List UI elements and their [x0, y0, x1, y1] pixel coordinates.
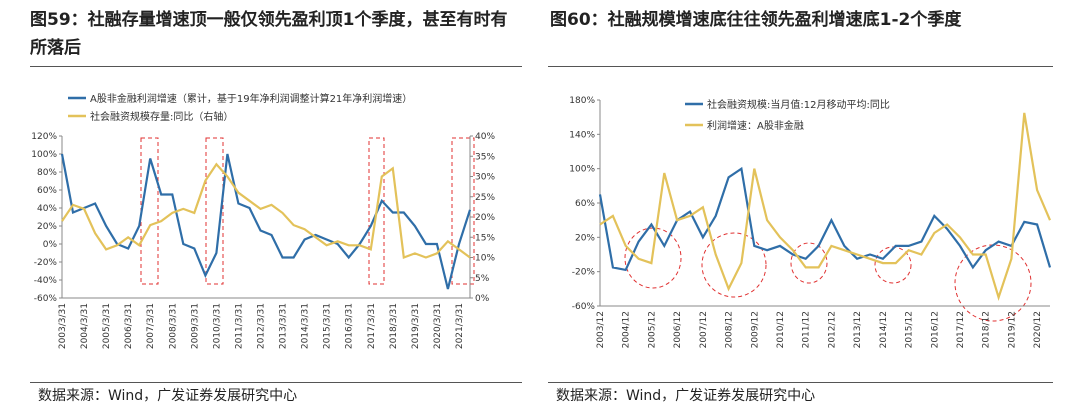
- x-tick-label: 2003/12: [596, 311, 606, 348]
- y-tick-label: 60%: [575, 199, 595, 209]
- y2-tick-label: 30%: [475, 173, 495, 183]
- y-tick-label: 20%: [37, 222, 57, 232]
- series-line: [599, 112, 1052, 302]
- x-tick-label: 2007/12: [699, 311, 709, 348]
- series-line: [598, 166, 1052, 272]
- x-tick-label: 2006/3/31: [124, 303, 134, 349]
- legend-label: 社会融资规模存量:同比（右轴）: [90, 110, 233, 123]
- x-tick-label: 2013/3/31: [279, 303, 289, 349]
- legend-label: 利润增速：A股非金融: [707, 119, 804, 132]
- rule: [548, 382, 1053, 383]
- y-tick-label: 180%: [569, 96, 595, 106]
- x-tick-label: 2018/3/31: [389, 303, 399, 349]
- legend-label: A股非金融利润增速（累计，基于19年净利润调整计算21年净利润增速）: [90, 92, 412, 105]
- series-line: [61, 162, 471, 260]
- y-tick-label: -20%: [572, 268, 596, 278]
- y-tick-label: -40%: [34, 276, 58, 286]
- x-tick-label: 2015/3/31: [323, 303, 333, 349]
- x-tick-label: 2004/3/31: [80, 303, 90, 349]
- x-tick-label: 2013/12: [853, 311, 863, 348]
- y2-tick-label: 5%: [475, 274, 490, 284]
- legend-label: 社会融资规模:当月值:12月移动平均:同比: [707, 98, 890, 111]
- x-tick-label: 2012/12: [827, 311, 837, 348]
- y-tick-label: 100%: [569, 165, 595, 175]
- x-tick-label: 2014/12: [879, 311, 889, 348]
- y2-tick-label: 40%: [475, 132, 495, 142]
- x-tick-label: 2012/3/31: [256, 303, 266, 349]
- rule: [30, 382, 522, 383]
- x-tick-label: 2020/3/31: [433, 303, 443, 349]
- chart-title: 图60：社融规模增速底往往领先盈利增速底1-2个季度: [550, 10, 962, 30]
- x-tick-label: 2016/3/31: [345, 303, 355, 349]
- x-tick-label: 2006/12: [673, 311, 683, 348]
- rule: [548, 66, 1053, 67]
- x-tick-label: 2005/3/31: [102, 303, 112, 349]
- y-tick-label: 100%: [31, 150, 57, 160]
- y2-tick-label: 0%: [475, 294, 490, 304]
- x-tick-label: 2019/3/31: [411, 303, 421, 349]
- source: 数据来源：Wind，广发证券发展研究中心: [556, 388, 816, 404]
- x-tick-label: 2009/12: [750, 311, 760, 348]
- x-tick-label: 2016/12: [930, 311, 940, 348]
- y-tick-label: -20%: [34, 258, 58, 268]
- x-tick-label: 2005/12: [647, 311, 657, 348]
- chart: -60% -40% -20% 0% 20% 40% 60% 80% 100% 120% 0% 5% 10…: [31, 92, 495, 349]
- y2-tick-label: 20%: [475, 213, 495, 223]
- x-tick-label: 2010/3/31: [212, 303, 222, 349]
- x-tick-label: 2010/12: [776, 311, 786, 348]
- y-tick-label: 60%: [37, 186, 57, 196]
- rule: [30, 66, 522, 67]
- y-tick-label: 120%: [31, 132, 57, 142]
- series-line: [60, 153, 472, 290]
- y2-tick-label: 10%: [475, 254, 495, 264]
- y-tick-label: 40%: [37, 204, 57, 214]
- chart-title: 图59：社融存量增速顶一般仅领先盈利顶1个季度，甚至有时有所落后: [30, 10, 508, 58]
- x-tick-label: 2017/3/31: [367, 303, 377, 349]
- y2-tick-label: 25%: [475, 193, 495, 203]
- y-tick-label: 80%: [37, 168, 57, 178]
- y2-tick-label: 15%: [475, 233, 495, 243]
- y2-tick-label: 35%: [475, 152, 495, 162]
- x-tick-label: 2017/12: [956, 311, 966, 348]
- x-tick-label: 2018/12: [982, 311, 992, 348]
- source: 数据来源：Wind，广发证券发展研究中心: [38, 388, 298, 404]
- x-tick-label: 2007/3/31: [146, 303, 156, 349]
- x-tick-label: 2021/3/31: [455, 303, 465, 349]
- y-tick-label: 140%: [569, 130, 595, 140]
- x-tick-label: 2011/12: [802, 311, 812, 348]
- y-tick-label: -60%: [34, 294, 58, 304]
- highlight-circles: [624, 227, 1032, 322]
- x-tick-label: 2008/12: [725, 311, 735, 348]
- y-tick-label: -60%: [572, 302, 596, 312]
- x-tick-label: 2020/12: [1033, 311, 1043, 348]
- chart: -60% -20% 20% 60% 100% 140% 180% 2003/12 2004/12…: [569, 96, 1052, 348]
- y-tick-label: 0%: [43, 240, 58, 250]
- x-tick-label: 2019/12: [1007, 311, 1017, 348]
- y-tick-label: 20%: [575, 233, 595, 243]
- x-tick-label: 2003/3/31: [58, 303, 68, 349]
- x-tick-label: 2011/3/31: [234, 303, 244, 349]
- x-tick-label: 2004/12: [622, 311, 632, 348]
- x-tick-label: 2008/3/31: [168, 303, 178, 349]
- x-tick-label: 2009/3/31: [190, 303, 200, 349]
- x-tick-label: 2015/12: [905, 311, 915, 348]
- x-tick-label: 2014/3/31: [301, 303, 311, 349]
